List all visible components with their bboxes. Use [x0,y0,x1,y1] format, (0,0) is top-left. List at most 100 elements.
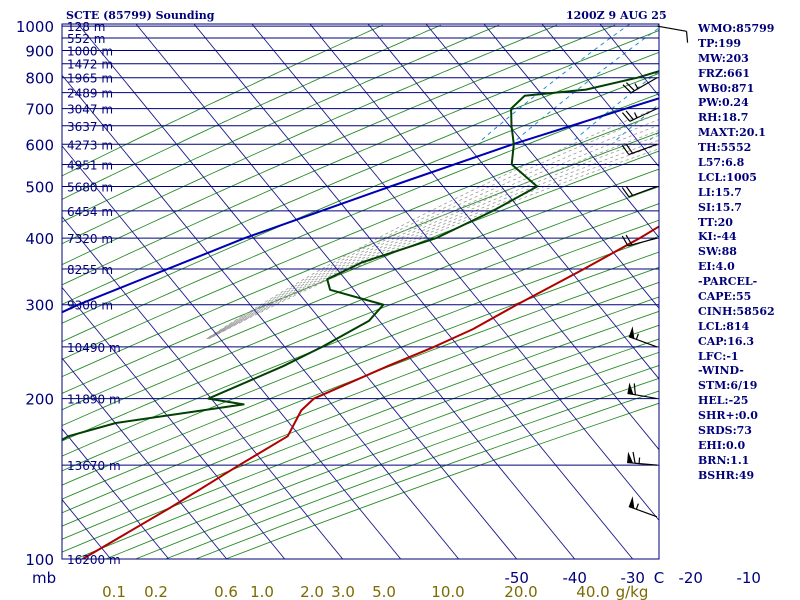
sounding-index: CAP:16.3 [698,334,755,348]
isotherm [62,74,460,559]
pressure-tick-label: 100 [25,551,54,569]
wind-barb-flag [621,112,631,122]
height-label: 552 m [67,32,105,46]
wind-barb-pennant [628,496,635,509]
moist-adiabat [208,134,659,340]
sounding-index: SHR+:0.0 [698,409,758,423]
mixing-ratio-line [614,103,659,142]
height-label: 8255 m [67,263,113,277]
sounding-index: TH:5552 [698,141,752,155]
wind-barb-flag [625,185,634,196]
wind-barb-pennant [627,382,634,395]
wind-barb-flag [621,235,629,247]
wind-barb-half-flag [634,83,639,90]
wind-barb-flag [625,234,633,246]
sounding-index: FRZ:661 [698,66,751,80]
sounding-index: WB0:871 [698,81,755,95]
sounding-index: MW:203 [698,51,749,65]
isotherm [62,357,228,559]
wind-barb-staff [656,25,687,32]
sounding-index: EI:4.0 [698,260,735,274]
observation-time: 1200Z 9 AUG 25 [566,9,667,22]
wind-barb-flag [685,31,689,43]
dry-adiabat [62,310,659,540]
height-label: 1000 m [67,44,113,58]
sounding-index: KI:-44 [698,230,737,244]
dry-adiabat [62,132,659,378]
temperature-trace [82,225,659,559]
moist-adiabat [207,124,659,340]
dry-adiabat [62,186,659,427]
pressure-unit-label: mb [32,569,56,587]
sounding-index: PW:0.24 [698,96,749,110]
dry-adiabat [62,219,659,457]
wind-barb-flag [625,82,635,92]
mixing-ratio-label: 3.0 [331,583,355,600]
mixing-ratio-label: 5.0 [372,583,396,600]
moist-adiabat [206,106,659,340]
isotherm [62,145,402,559]
height-label: 128 m [67,20,105,34]
wind-barb-pennant [628,326,635,339]
chart-title: SCTE (85799) Sounding [66,9,215,22]
height-label: 2489 m [67,87,113,101]
sounding-index: -WIND- [698,364,744,378]
pressure-tick-label: 400 [25,230,54,248]
sounding-index: HEL:-25 [698,394,749,408]
sounding-index: TP:199 [698,36,742,50]
dry-adiabat [62,72,659,324]
sounding-index: EHI:0.0 [698,438,746,452]
mixing-ratio-label: 10.0 [431,583,464,600]
wind-barb-half-flag [638,457,641,464]
height-label: 13670 m [67,459,121,473]
sounding-index: LCL:1005 [698,170,757,184]
isotherm [193,24,634,559]
height-label: 7320 m [67,232,113,246]
mixing-ratio-label: 2.0 [300,583,324,600]
wind-barb-staff [627,237,658,247]
moist-adiabat [208,139,659,340]
isotherm [309,24,659,451]
dry-adiabat [62,24,616,266]
sounding-traces [62,70,659,559]
height-label: 6454 m [67,205,113,219]
temperature-tick-label: -10 [736,569,761,587]
pressure-tick-label: 1000 [16,18,54,36]
dry-adiabat [62,30,659,286]
dry-adiabat [62,113,659,360]
sounding-index: LI:15.7 [698,185,742,199]
wind-barb-staff [630,77,658,94]
dry-adiabat [62,93,659,343]
height-label: 5680 m [67,181,113,195]
height-label: 10490 m [67,341,121,355]
sounding-index: WMO:85799 [698,22,775,35]
sounding-index: -PARCEL- [698,275,758,289]
parcel-trace [62,97,659,314]
sounding-index: LCL:814 [698,319,750,333]
sounding-index: L57:6.8 [698,156,745,170]
mixing-ratio-label: 40.0 [576,583,609,600]
pressure-tick-label: 700 [25,101,54,119]
isotherm [62,286,286,559]
wind-barb-half-flag [635,333,639,340]
dry-adiabat [62,24,558,245]
height-labels: 16200 m 13670 m 11890 m 10490 m 9300 m 8255 m… [67,20,121,567]
background-grid [62,24,659,559]
mixing-ratio-line [515,27,659,142]
wind-barb-half-flag [633,112,638,119]
mixing-ratio-label: 0.2 [144,583,168,600]
moist-adiabat [207,129,659,340]
wind-barb-flag [621,144,630,155]
dry-adiabat [62,281,659,514]
wind-barb-staff [629,108,658,122]
dry-adiabat [62,24,442,200]
height-label: 16200 m [67,553,121,567]
isotherm [425,24,659,309]
isotherm [483,24,659,239]
isotherm [77,24,518,559]
pressure-tick-label: 600 [25,136,54,154]
wind-barb-half-flag [635,503,639,510]
dry-adiabat [62,266,659,500]
dry-adiabat [62,168,659,411]
